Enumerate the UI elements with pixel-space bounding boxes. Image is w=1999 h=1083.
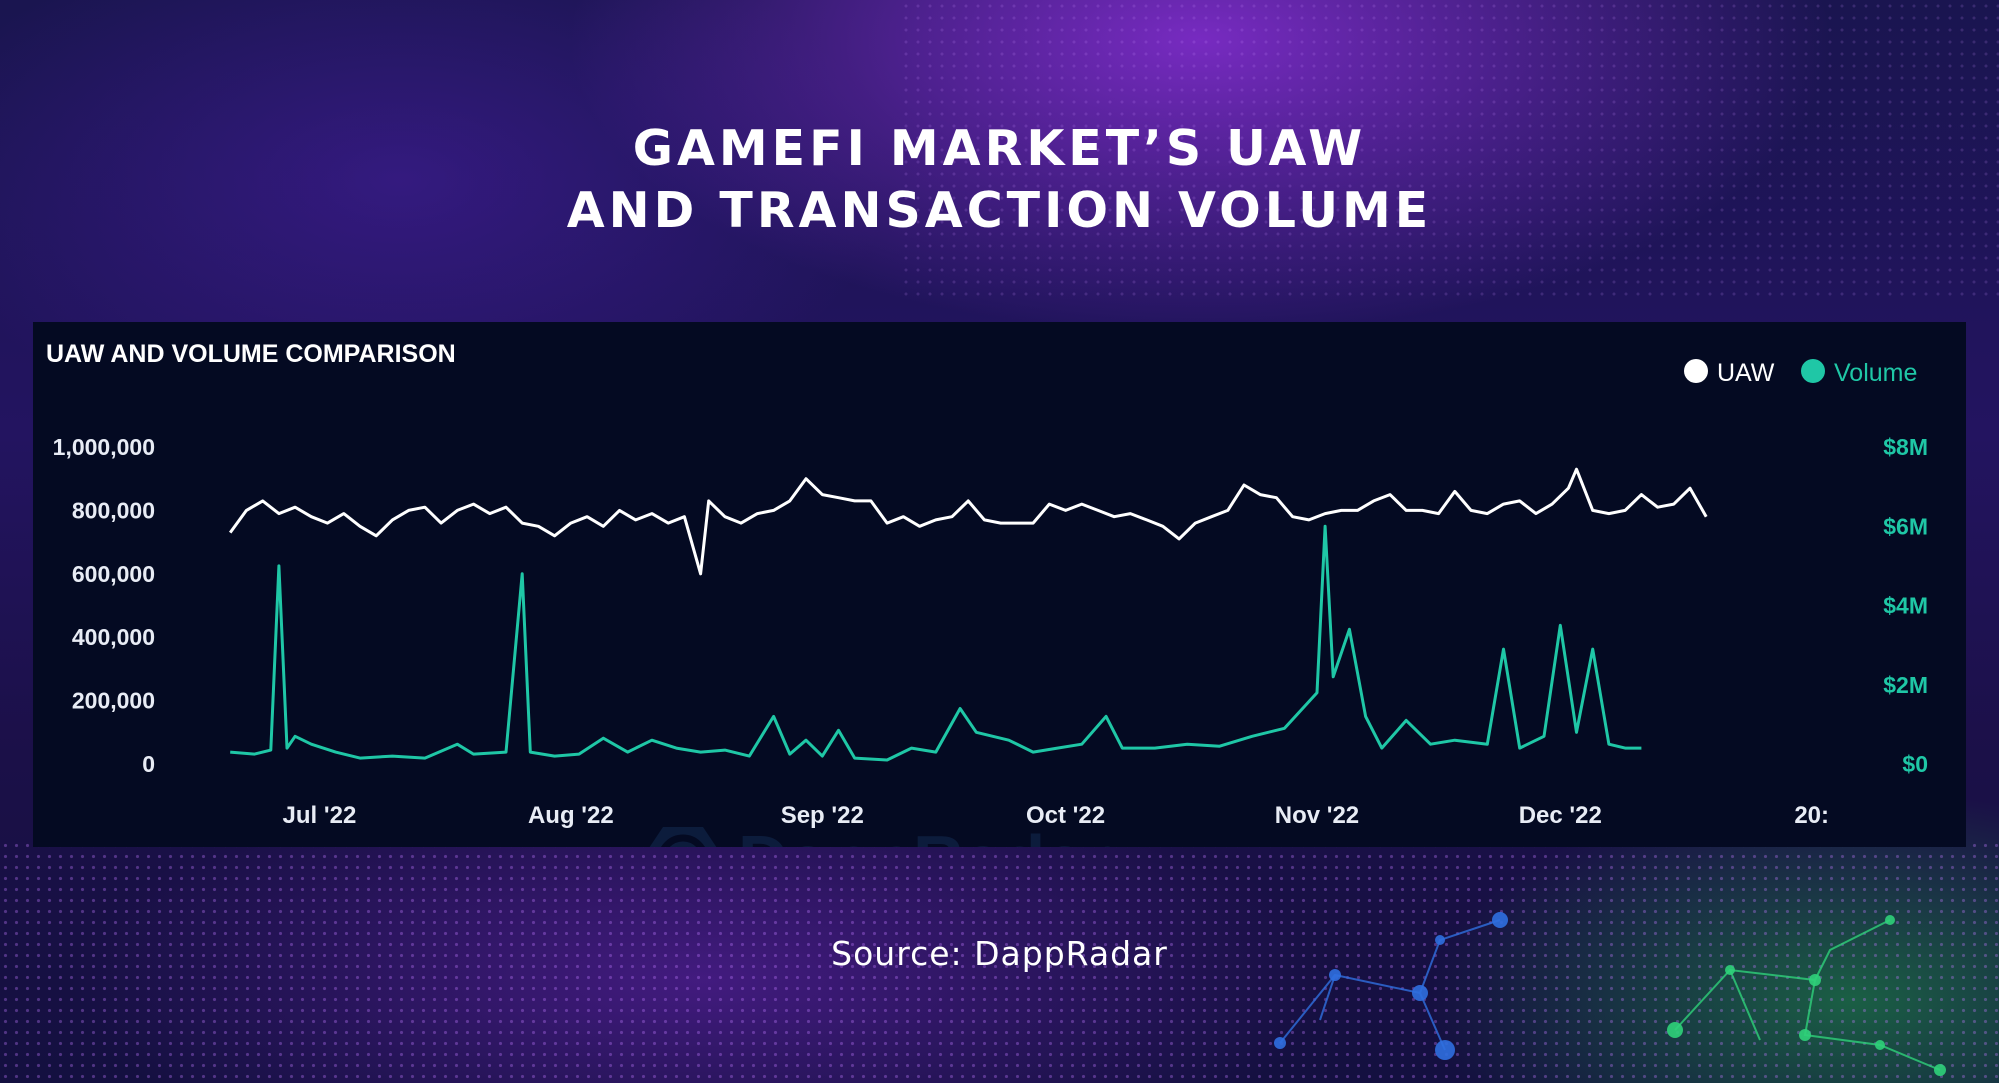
y-left-tick-label: 600,000 [72, 561, 155, 587]
chart-panel: DappRadar UAW AND VOLUME COMPARISON UAW … [33, 322, 1966, 847]
y-right-tick-label: $6M [1883, 513, 1928, 539]
background-dot-pattern-top [900, 0, 1999, 300]
x-tick-label: Dec '22 [1519, 802, 1602, 829]
background-dot-pattern [0, 840, 1999, 1083]
y-axis-right: $8M $6M $4M $2M $0 [1883, 434, 1928, 777]
x-axis: Jul '22 Aug '22 Sep '22 Oct '22 Nov '22 Dec '… [283, 802, 1829, 829]
uaw-volume-chart: DappRadar UAW AND VOLUME COMPARISON UAW … [46, 340, 1928, 847]
legend-label-volume: Volume [1834, 359, 1917, 387]
series-line-volume [230, 524, 1642, 762]
y-right-tick-label: $8M [1883, 434, 1928, 460]
y-right-tick-label: $0 [1902, 751, 1928, 777]
legend-swatch-uaw [1684, 359, 1708, 383]
y-left-tick-label: 1,000,000 [53, 434, 155, 460]
chart-legend: UAW Volume [1684, 359, 1917, 387]
x-tick-label: Oct '22 [1026, 802, 1105, 829]
y-right-tick-label: $4M [1883, 593, 1928, 619]
y-left-tick-label: 200,000 [72, 688, 155, 714]
legend-item-uaw[interactable]: UAW [1684, 359, 1775, 387]
legend-label-uaw: UAW [1717, 359, 1775, 387]
dappradar-logo-icon [649, 827, 717, 847]
x-tick-label: 20: [1794, 802, 1829, 829]
y-left-tick-label: 0 [142, 751, 155, 777]
chart-title: UAW AND VOLUME COMPARISON [46, 340, 456, 368]
legend-swatch-volume [1801, 359, 1825, 383]
page-title-line-1: GAMEFI MARKET’S UAW [632, 120, 1367, 177]
series-line-uaw [228, 467, 1708, 576]
y-right-tick-label: $2M [1883, 672, 1928, 698]
x-tick-label: Nov '22 [1275, 802, 1359, 829]
legend-item-volume[interactable]: Volume [1801, 359, 1917, 387]
watermark-text: DappRadar [738, 821, 1111, 847]
y-axis-left: 1,000,000 800,000 600,000 400,000 200,000 0 [53, 434, 155, 777]
x-tick-label: Sep '22 [781, 802, 864, 829]
y-left-tick-label: 400,000 [72, 624, 155, 650]
x-tick-label: Aug '22 [528, 802, 614, 829]
network-graphic-icon [1274, 912, 1946, 1076]
source-caption: Source: DappRadar [831, 934, 1168, 973]
page-title-line-2: AND TRANSACTION VOLUME [566, 182, 1433, 239]
dappradar-watermark: DappRadar [649, 821, 1111, 847]
page-title: GAMEFI MARKET’S UAW AND TRANSACTION VOLU… [0, 118, 1999, 242]
x-tick-label: Jul '22 [283, 802, 357, 829]
y-left-tick-label: 800,000 [72, 497, 155, 523]
